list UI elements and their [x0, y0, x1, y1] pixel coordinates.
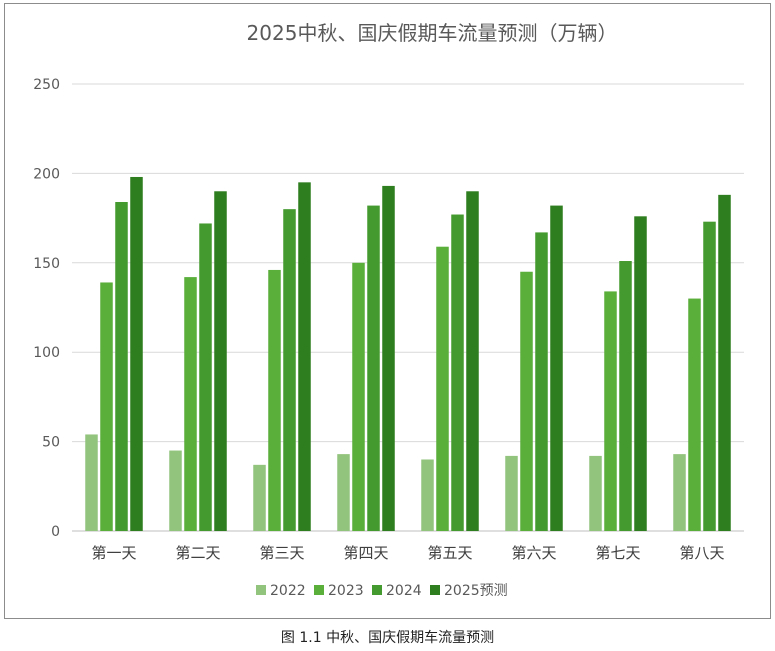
bar-2024-6: [535, 232, 548, 532]
figure-caption: 图 1.1 中秋、国庆假期车流量预测: [280, 630, 495, 646]
x-category-label: 第八天: [679, 544, 724, 562]
y-tick-label: 150: [33, 256, 60, 272]
legend-label: 2025预测: [444, 583, 508, 599]
bar-2024-1: [115, 202, 128, 531]
x-category-label: 第三天: [259, 544, 304, 562]
bar-2022-7: [589, 455, 602, 531]
bar-2023-5: [436, 246, 449, 531]
bar-2024-4: [367, 205, 380, 532]
x-category-label: 第六天: [511, 544, 556, 562]
bar-2023-1: [100, 282, 113, 531]
bar-2025预测-1: [130, 176, 143, 531]
bar-2025预测-6: [550, 205, 563, 532]
bar-2025预测-3: [298, 182, 311, 531]
bar-2023-7: [604, 291, 617, 531]
legend-label: 2024: [386, 583, 422, 599]
bar-2022-6: [505, 455, 518, 531]
bar-2025预测-2: [214, 191, 227, 531]
y-tick-label: 100: [33, 345, 60, 361]
chart-title: 2025中秋、国庆假期车流量预测（万辆）: [247, 21, 618, 45]
bar-2025预测-4: [382, 185, 395, 531]
bar-2024-2: [199, 223, 212, 532]
y-tick-label: 0: [51, 524, 60, 540]
legend-label: 2022: [270, 583, 306, 599]
x-category-label: 第二天: [175, 544, 220, 562]
y-tick-label: 200: [33, 166, 60, 182]
x-axis-categories: 第一天 第二天 第三天 第四天 第五天 第六天 第七天 第八天: [91, 544, 724, 562]
bar-2023-2: [184, 277, 197, 531]
legend-swatch: [372, 585, 382, 595]
bar-2022-1: [85, 434, 98, 531]
bar-2025预测-7: [634, 216, 647, 531]
gridlines: [72, 83, 744, 532]
y-axis-ticks: 0 50 100 150 200 250: [33, 77, 60, 540]
legend-swatch: [430, 585, 440, 595]
x-category-label: 第一天: [91, 544, 136, 562]
bar-2024-3: [283, 209, 296, 531]
legend-label: 2023: [328, 583, 364, 599]
x-category-label: 第五天: [427, 544, 472, 562]
x-category-label: 第四天: [343, 544, 388, 562]
bar-2022-4: [337, 454, 350, 531]
x-category-label: 第七天: [595, 544, 640, 562]
legend: 2022 2023 2024 2025预测: [256, 583, 508, 599]
bar-2023-3: [268, 269, 281, 531]
bar-2022-2: [169, 450, 182, 531]
bar-chart: 2025中秋、国庆假期车流量预测（万辆） 0 50 100 150 200 250 第一天…: [33, 21, 744, 599]
bar-2024-5: [451, 214, 464, 532]
bar-2025预测-8: [718, 194, 731, 531]
bar-2023-4: [352, 262, 365, 531]
bar-2023-6: [520, 271, 533, 531]
bar-2022-3: [253, 464, 266, 531]
bar-2023-8: [688, 298, 701, 531]
bar-2022-5: [421, 459, 434, 531]
bar-2024-8: [703, 221, 716, 531]
bar-2025预测-5: [466, 191, 479, 531]
legend-swatch: [256, 585, 266, 595]
bar-2024-7: [619, 261, 632, 531]
bar-2022-8: [673, 454, 686, 531]
y-tick-label: 250: [33, 77, 60, 93]
y-tick-label: 50: [42, 435, 60, 451]
bars: [85, 176, 731, 532]
legend-swatch: [314, 585, 324, 595]
